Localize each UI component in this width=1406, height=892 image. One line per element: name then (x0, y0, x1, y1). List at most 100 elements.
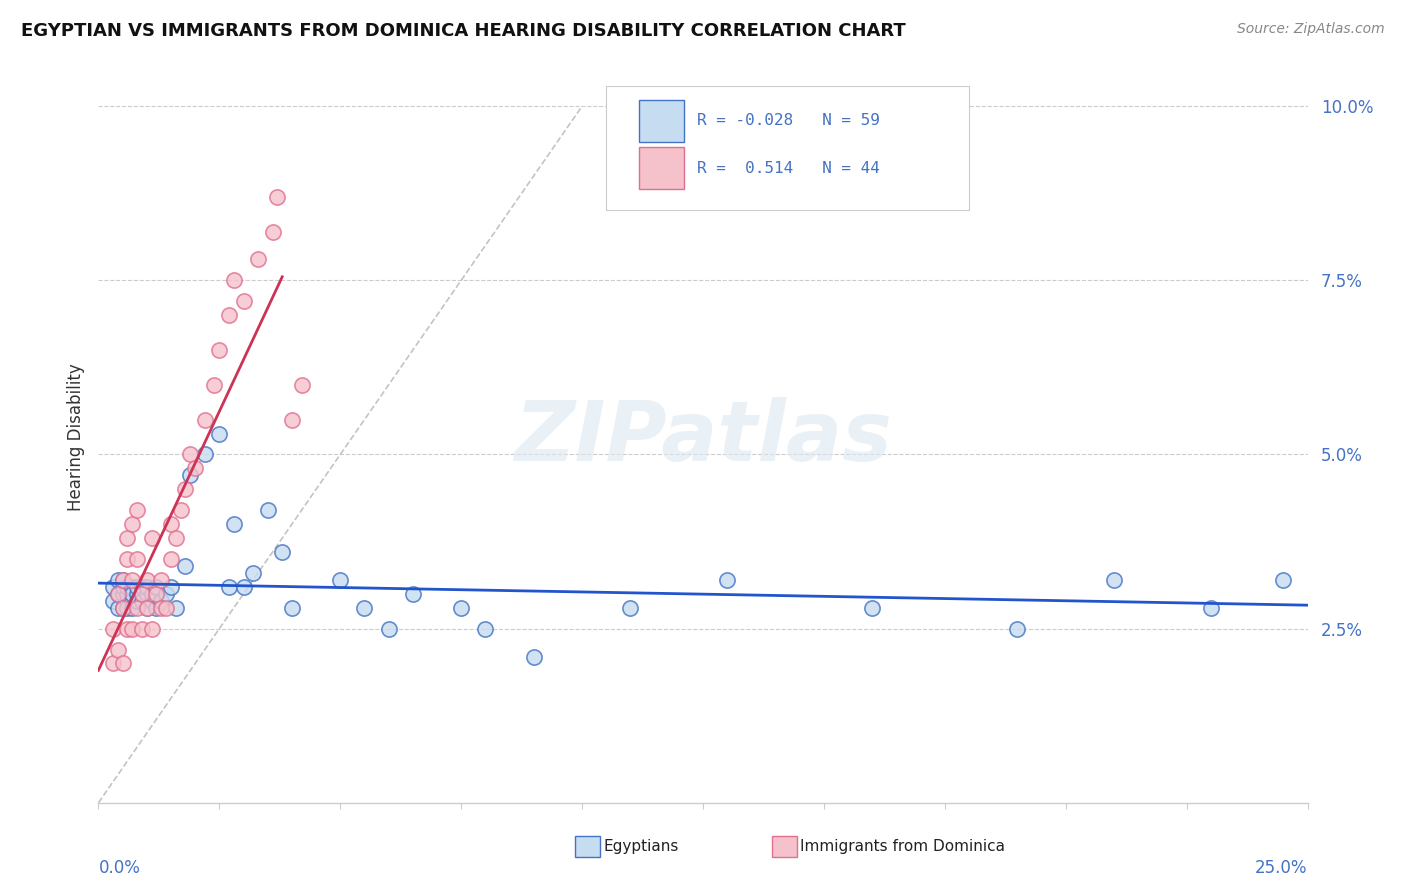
Point (121, 517, 143, 532)
Point (194, 412, 217, 426)
Point (121, 622, 143, 636)
Point (131, 587, 153, 601)
Point (179, 448, 201, 462)
Point (135, 600, 157, 615)
Point (281, 600, 304, 615)
Text: EGYPTIAN VS IMMIGRANTS FROM DOMINICA HEARING DISABILITY CORRELATION CHART: EGYPTIAN VS IMMIGRANTS FROM DOMINICA HEA… (21, 22, 905, 40)
Point (127, 600, 149, 615)
Point (232, 294, 254, 309)
Point (222, 273, 245, 287)
Point (160, 580, 183, 594)
Point (121, 580, 143, 594)
Point (135, 587, 157, 601)
Point (150, 600, 173, 615)
Text: 25.0%: 25.0% (1256, 858, 1308, 877)
Point (1102, 573, 1125, 587)
Point (107, 587, 129, 601)
Point (165, 531, 187, 545)
Text: 0.0%: 0.0% (98, 858, 141, 877)
Point (135, 573, 157, 587)
Point (716, 573, 738, 587)
Point (117, 587, 139, 601)
FancyBboxPatch shape (638, 147, 683, 189)
Point (135, 580, 157, 594)
Point (121, 594, 143, 608)
Point (127, 594, 149, 608)
Point (860, 600, 883, 615)
Point (111, 600, 134, 615)
Point (179, 468, 201, 483)
Point (127, 503, 149, 517)
Point (141, 622, 163, 636)
Point (121, 600, 143, 615)
Point (281, 412, 304, 426)
FancyBboxPatch shape (606, 86, 969, 211)
Point (218, 308, 240, 322)
Text: Source: ZipAtlas.com: Source: ZipAtlas.com (1237, 22, 1385, 37)
Point (121, 587, 143, 601)
Point (111, 600, 134, 615)
Point (127, 587, 149, 601)
Point (204, 377, 226, 392)
Point (117, 594, 139, 608)
Point (208, 343, 231, 357)
Point (131, 580, 153, 594)
Point (117, 600, 139, 615)
Point (256, 503, 278, 517)
Point (117, 531, 139, 545)
Text: R =  0.514   N = 44: R = 0.514 N = 44 (697, 161, 880, 176)
Point (165, 600, 187, 615)
Point (1272, 573, 1295, 587)
Point (117, 552, 139, 566)
Point (107, 600, 129, 615)
Point (232, 580, 254, 594)
Point (160, 517, 183, 532)
Point (290, 377, 312, 392)
Point (101, 657, 124, 671)
Point (402, 587, 425, 601)
Point (194, 448, 217, 462)
Point (222, 517, 245, 532)
Text: ZIPatlas: ZIPatlas (515, 397, 891, 477)
Point (101, 580, 124, 594)
Point (145, 580, 167, 594)
Text: Egyptians: Egyptians (603, 839, 679, 855)
Point (474, 622, 496, 636)
Text: R = -0.028   N = 59: R = -0.028 N = 59 (697, 113, 880, 128)
Point (184, 461, 207, 475)
Point (131, 594, 153, 608)
Point (271, 545, 294, 559)
Point (145, 600, 167, 615)
Point (242, 566, 264, 580)
Point (247, 252, 270, 267)
Point (174, 558, 197, 573)
Point (111, 657, 134, 671)
Point (1007, 622, 1029, 636)
Y-axis label: Hearing Disability: Hearing Disability (66, 363, 84, 511)
Point (208, 426, 231, 441)
Point (111, 573, 134, 587)
Point (127, 580, 149, 594)
Point (141, 594, 163, 608)
Point (141, 531, 163, 545)
Point (150, 594, 173, 608)
Point (450, 600, 472, 615)
Point (107, 573, 129, 587)
Text: Immigrants from Dominica: Immigrants from Dominica (800, 839, 1005, 855)
Point (160, 552, 183, 566)
FancyBboxPatch shape (638, 100, 683, 142)
Point (329, 573, 352, 587)
Point (353, 600, 375, 615)
Point (107, 587, 129, 601)
Point (155, 587, 177, 601)
Point (155, 600, 177, 615)
Point (377, 622, 399, 636)
Point (131, 587, 153, 601)
Point (111, 580, 134, 594)
Point (117, 622, 139, 636)
Point (111, 573, 134, 587)
Point (523, 649, 546, 664)
Point (127, 552, 149, 566)
Point (135, 600, 157, 615)
Point (131, 622, 153, 636)
